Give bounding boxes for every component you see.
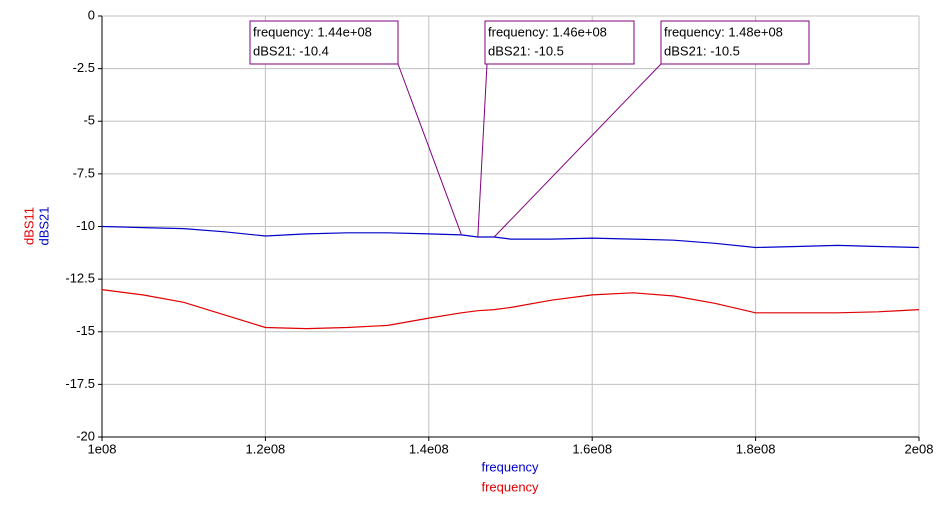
annotation-text: dBS21: -10.5 xyxy=(488,43,564,58)
annotation-text: frequency: 1.48e+08 xyxy=(664,24,783,39)
y-tick-label: -2.5 xyxy=(73,60,95,75)
y-axis-label: dBS11 xyxy=(21,207,36,245)
y-tick-label: -15 xyxy=(76,323,95,338)
y-tick-label: -7.5 xyxy=(73,165,95,180)
x-tick-label: 1.8e08 xyxy=(736,441,776,456)
annotation-text: dBS21: -10.5 xyxy=(664,43,740,58)
x-tick-label: 1e08 xyxy=(88,441,117,456)
annotation-leader xyxy=(493,63,662,238)
y-tick-label: -12.5 xyxy=(65,271,95,286)
annotation-text: frequency: 1.44e+08 xyxy=(253,24,372,39)
y-tick-label: -10 xyxy=(76,218,95,233)
annotation-leader xyxy=(477,63,488,238)
annotation-text: frequency: 1.46e+08 xyxy=(488,24,607,39)
y-axis-label: dBS21 xyxy=(36,206,51,245)
y-tick-label: -20 xyxy=(76,428,95,443)
x-axis-label: frequency xyxy=(481,459,539,474)
annotation-leader xyxy=(397,63,462,236)
series-line xyxy=(101,289,920,330)
y-tick-label: -17.5 xyxy=(65,376,95,391)
x-tick-label: 2e08 xyxy=(905,441,934,456)
annotation-box xyxy=(249,20,399,65)
series-line xyxy=(101,225,920,249)
y-tick-label: 0 xyxy=(88,7,95,22)
annotation-text: dBS21: -10.4 xyxy=(253,43,329,58)
x-axis-label: frequency xyxy=(481,479,539,494)
x-tick-label: 1.6e08 xyxy=(572,441,612,456)
annotation-box xyxy=(484,20,635,65)
x-tick-label: 1.2e08 xyxy=(246,441,286,456)
x-tick-label: 1.4e08 xyxy=(409,441,449,456)
y-tick-label: -5 xyxy=(83,113,95,128)
annotation-box xyxy=(660,20,810,65)
